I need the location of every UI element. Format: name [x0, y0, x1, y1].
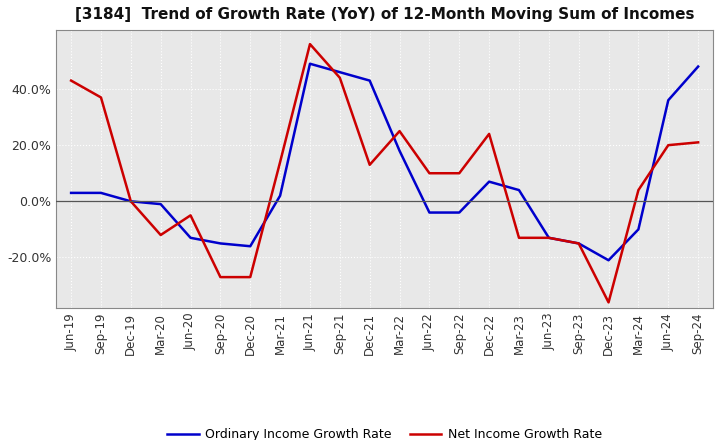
Ordinary Income Growth Rate [127, 199, 135, 204]
Net Income Growth Rate [425, 171, 433, 176]
Ordinary Income Growth Rate [67, 190, 76, 195]
Net Income Growth Rate [306, 41, 315, 47]
Ordinary Income Growth Rate [575, 241, 583, 246]
Net Income Growth Rate [276, 159, 284, 165]
Title: [3184]  Trend of Growth Rate (YoY) of 12-Month Moving Sum of Incomes: [3184] Trend of Growth Rate (YoY) of 12-… [75, 7, 694, 22]
Net Income Growth Rate [694, 140, 703, 145]
Ordinary Income Growth Rate [634, 227, 643, 232]
Net Income Growth Rate [515, 235, 523, 240]
Ordinary Income Growth Rate [515, 187, 523, 193]
Ordinary Income Growth Rate [246, 244, 255, 249]
Net Income Growth Rate [455, 171, 464, 176]
Ordinary Income Growth Rate [96, 190, 105, 195]
Ordinary Income Growth Rate [694, 64, 703, 69]
Net Income Growth Rate [127, 199, 135, 204]
Net Income Growth Rate [634, 187, 643, 193]
Line: Net Income Growth Rate: Net Income Growth Rate [71, 44, 698, 302]
Net Income Growth Rate [216, 275, 225, 280]
Ordinary Income Growth Rate [395, 148, 404, 154]
Ordinary Income Growth Rate [276, 193, 284, 198]
Ordinary Income Growth Rate [156, 202, 165, 207]
Ordinary Income Growth Rate [425, 210, 433, 215]
Ordinary Income Growth Rate [455, 210, 464, 215]
Ordinary Income Growth Rate [336, 70, 344, 75]
Net Income Growth Rate [365, 162, 374, 168]
Ordinary Income Growth Rate [216, 241, 225, 246]
Net Income Growth Rate [186, 213, 195, 218]
Ordinary Income Growth Rate [186, 235, 195, 240]
Ordinary Income Growth Rate [664, 98, 672, 103]
Net Income Growth Rate [575, 241, 583, 246]
Ordinary Income Growth Rate [306, 61, 315, 66]
Net Income Growth Rate [544, 235, 553, 240]
Line: Ordinary Income Growth Rate: Ordinary Income Growth Rate [71, 64, 698, 260]
Net Income Growth Rate [395, 128, 404, 134]
Net Income Growth Rate [246, 275, 255, 280]
Net Income Growth Rate [156, 232, 165, 238]
Ordinary Income Growth Rate [365, 78, 374, 83]
Ordinary Income Growth Rate [544, 235, 553, 240]
Net Income Growth Rate [96, 95, 105, 100]
Net Income Growth Rate [664, 143, 672, 148]
Net Income Growth Rate [485, 131, 493, 136]
Net Income Growth Rate [336, 75, 344, 81]
Net Income Growth Rate [604, 300, 613, 305]
Net Income Growth Rate [67, 78, 76, 83]
Ordinary Income Growth Rate [485, 179, 493, 184]
Ordinary Income Growth Rate [604, 258, 613, 263]
Legend: Ordinary Income Growth Rate, Net Income Growth Rate: Ordinary Income Growth Rate, Net Income … [163, 423, 607, 440]
